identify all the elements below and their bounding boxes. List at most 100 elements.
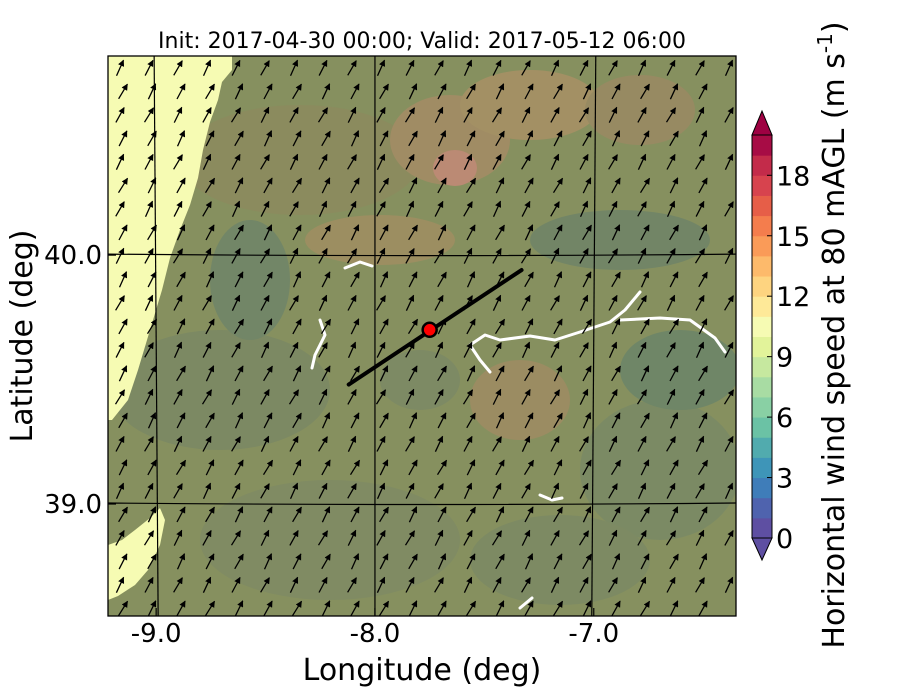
wind-arrow <box>608 60 618 76</box>
wind-arrow <box>582 224 592 241</box>
wind-arrow <box>666 436 676 452</box>
wind-arrow <box>289 201 299 217</box>
wind-arrow <box>611 224 621 241</box>
wind-arrow <box>231 153 241 170</box>
wind-arrow <box>582 365 592 382</box>
y-axis: 40.0 39.0 <box>44 241 116 520</box>
colorbar-segment <box>752 316 772 337</box>
wind-arrow <box>263 318 273 335</box>
wind-arrow <box>524 83 534 100</box>
wind-arrow <box>176 553 186 570</box>
wind-arrow <box>118 365 128 382</box>
wind-arrow <box>640 459 650 476</box>
wind-arrow <box>666 200 676 218</box>
wind-arrow <box>318 200 328 218</box>
wind-arrow <box>176 224 186 241</box>
wind-arrow <box>405 576 415 593</box>
wind-arrow <box>405 342 415 358</box>
wind-arrow <box>350 318 360 335</box>
wind-arrow <box>292 506 302 523</box>
ocean-area <box>108 56 232 420</box>
wind-arrow <box>260 154 270 170</box>
wind-arrow <box>144 200 154 218</box>
wind-arrow <box>698 224 708 241</box>
wind-arrow <box>492 294 502 311</box>
wind-arrow <box>611 600 621 616</box>
wind-arrow <box>118 459 128 476</box>
wind-arrow <box>608 577 618 593</box>
wind-arrow <box>553 318 563 335</box>
wind-arrow <box>405 153 415 170</box>
wind-arrow <box>521 106 531 123</box>
wind-arrow <box>263 271 273 288</box>
map-title: Init: 2017-04-30 00:00; Valid: 2017-05-1… <box>158 29 686 54</box>
wind-arrow <box>695 483 705 499</box>
wind-arrow <box>524 271 534 288</box>
wind-arrow <box>434 388 444 405</box>
wind-arrow <box>321 412 331 429</box>
wind-arrow <box>437 365 447 382</box>
colorbar-segment <box>752 417 772 438</box>
wind-arrow <box>608 106 618 123</box>
wind-arrow <box>115 106 125 123</box>
wind-arrow <box>404 107 416 123</box>
wind-arrow <box>292 365 302 382</box>
wind-arrow <box>582 600 592 616</box>
wind-arrow <box>118 412 128 429</box>
wind-arrow <box>143 107 155 123</box>
wind-arrow <box>202 247 212 264</box>
colorbar-segment <box>752 255 772 277</box>
wind-arrow <box>669 459 679 476</box>
wind-arrow <box>144 59 154 76</box>
wind-arrow <box>550 201 560 217</box>
wind-arrow <box>695 200 705 217</box>
wind-arrow <box>115 435 125 452</box>
wind-arrow <box>350 177 360 194</box>
wind-arrow <box>698 412 708 429</box>
wind-arrow <box>466 459 476 476</box>
wind-arrow <box>379 412 389 429</box>
wind-arrow <box>291 600 303 616</box>
wind-arrow <box>260 435 270 452</box>
wind-arrow <box>669 412 679 429</box>
wind-arrow <box>118 224 128 241</box>
wind-arrow <box>230 530 242 546</box>
wind-arrow <box>495 365 505 382</box>
wind-arrow <box>143 530 155 546</box>
wind-arrow <box>115 59 125 77</box>
wind-arrow <box>347 106 357 123</box>
wind-arrow <box>404 530 416 546</box>
wind-arrow <box>144 482 154 499</box>
wind-arrow <box>579 388 589 405</box>
wind-arrow <box>318 153 328 170</box>
wind-arrow <box>144 153 154 170</box>
wind-arrow <box>669 553 679 570</box>
wind-arrow <box>288 389 300 405</box>
wind-arrow <box>553 365 563 382</box>
wind-arrow <box>176 506 186 523</box>
wind-arrow <box>118 271 128 288</box>
wind-arrow <box>492 436 502 452</box>
wind-arrow <box>582 83 592 100</box>
wind-arrow <box>231 200 241 218</box>
wind-arrow <box>636 389 648 405</box>
wind-arrow <box>408 459 418 476</box>
wind-arrow <box>205 224 215 241</box>
wind-arrow <box>176 365 186 382</box>
wind-arrow <box>698 553 708 570</box>
wind-arrow <box>231 247 241 264</box>
wind-arrow <box>521 341 531 359</box>
wind-arrow <box>318 388 328 405</box>
wind-arrow <box>521 483 531 499</box>
colorbar-segment <box>752 235 772 257</box>
wind-arrow <box>521 60 531 76</box>
colorbar-segment <box>752 195 772 217</box>
wind-arrow <box>230 107 242 123</box>
wind-arrow <box>350 130 360 147</box>
wind-arrow <box>263 177 273 194</box>
wind-arrow <box>259 248 271 264</box>
wind-arrow <box>379 553 389 570</box>
wind-arrow <box>144 436 154 452</box>
wind-arrow <box>611 83 621 100</box>
